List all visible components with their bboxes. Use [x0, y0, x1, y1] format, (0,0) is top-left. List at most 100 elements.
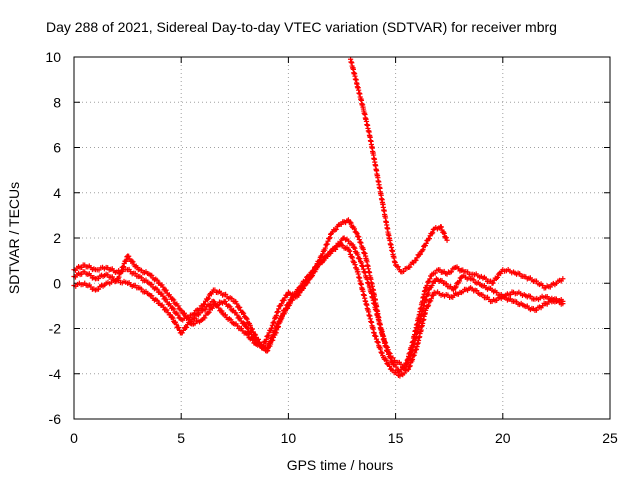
data-point: [267, 338, 273, 345]
data-point: [424, 282, 430, 289]
data-point: [229, 295, 235, 302]
data-point: [149, 281, 155, 287]
data-point: [398, 361, 404, 367]
data-point: [163, 287, 169, 293]
data-point: [244, 325, 251, 331]
data-point: [234, 323, 241, 329]
data-point: [429, 231, 435, 237]
data-point: [333, 226, 339, 232]
data-point: [278, 301, 285, 307]
data-point: [129, 258, 135, 264]
data-point: [474, 288, 480, 294]
data-point: [448, 269, 454, 275]
data-point: [234, 301, 240, 307]
data-point: [483, 276, 489, 282]
data-point: [265, 333, 271, 339]
data-point: [175, 312, 181, 318]
data-point: [132, 270, 138, 277]
data-point: [429, 230, 436, 236]
data-point: [426, 278, 432, 285]
data-point: [352, 245, 358, 251]
x-axis-label: GPS time / hours: [287, 457, 394, 473]
data-point: [138, 275, 144, 281]
data-point: [443, 281, 449, 287]
data-point: [284, 305, 291, 312]
data-point: [314, 265, 320, 271]
y-axis-label: SDTVAR / TECUs: [6, 182, 22, 294]
data-point: [326, 235, 332, 242]
data-point: [243, 315, 249, 321]
data-point: [95, 286, 102, 292]
data-point: [227, 304, 233, 310]
data-point: [533, 307, 540, 313]
data-point: [351, 244, 357, 250]
data-point: [240, 320, 246, 326]
data-point: [173, 321, 179, 327]
data-point: [281, 297, 287, 303]
data-point: [282, 309, 288, 315]
data-point: [355, 252, 361, 258]
data-point: [560, 298, 566, 304]
data-point: [208, 301, 214, 308]
data-point: [126, 253, 132, 259]
data-point: [452, 285, 458, 291]
data-point: [321, 257, 327, 263]
series-track-d: [347, 56, 450, 275]
data-point: [393, 364, 399, 370]
y-tick-label: -6: [49, 411, 62, 427]
data-point: [293, 291, 299, 298]
data-point: [264, 346, 270, 352]
data-point: [425, 302, 432, 308]
data-point: [443, 235, 449, 241]
data-point: [453, 284, 459, 290]
data-point: [183, 324, 190, 330]
data-point: [249, 326, 256, 332]
data-point: [241, 321, 248, 327]
data-point: [185, 315, 191, 321]
data-point: [130, 259, 136, 265]
data-point: [164, 307, 170, 313]
data-point: [347, 219, 353, 225]
data-point: [353, 229, 359, 235]
x-tick-label: 0: [70, 430, 78, 446]
data-point: [349, 255, 355, 261]
data-point: [289, 297, 296, 303]
data-point: [205, 295, 212, 301]
data-point: [287, 301, 293, 307]
data-point: [118, 267, 125, 273]
data-point: [175, 303, 181, 309]
data-point: [250, 337, 256, 343]
data-point: [202, 315, 208, 321]
data-point: [160, 304, 166, 310]
data-point: [351, 226, 358, 232]
data-point: [384, 344, 391, 350]
data-point: [244, 316, 250, 322]
data-point: [471, 277, 477, 283]
series-track-a: [71, 217, 566, 375]
data-point: [382, 339, 388, 345]
data-point: [322, 245, 328, 251]
data-point: [432, 270, 438, 276]
data-point: [234, 312, 240, 318]
data-point: [237, 304, 243, 310]
data-point: [533, 278, 540, 284]
data-point: [265, 345, 271, 351]
data-point: [302, 277, 309, 283]
data-point: [272, 328, 278, 334]
data-point: [178, 307, 184, 313]
data-point: [278, 316, 284, 322]
data-point: [160, 284, 166, 290]
data-point: [298, 283, 304, 289]
data-point: [170, 296, 176, 302]
data-point: [247, 322, 253, 328]
data-point: [197, 310, 203, 316]
data-point: [163, 296, 169, 302]
y-tick-label: 2: [53, 230, 61, 246]
data-point: [210, 298, 216, 304]
data-point: [263, 336, 269, 343]
data-point: [423, 240, 429, 247]
data-point: [211, 299, 218, 305]
data-point: [383, 357, 389, 363]
y-tick-label: -2: [49, 321, 62, 337]
